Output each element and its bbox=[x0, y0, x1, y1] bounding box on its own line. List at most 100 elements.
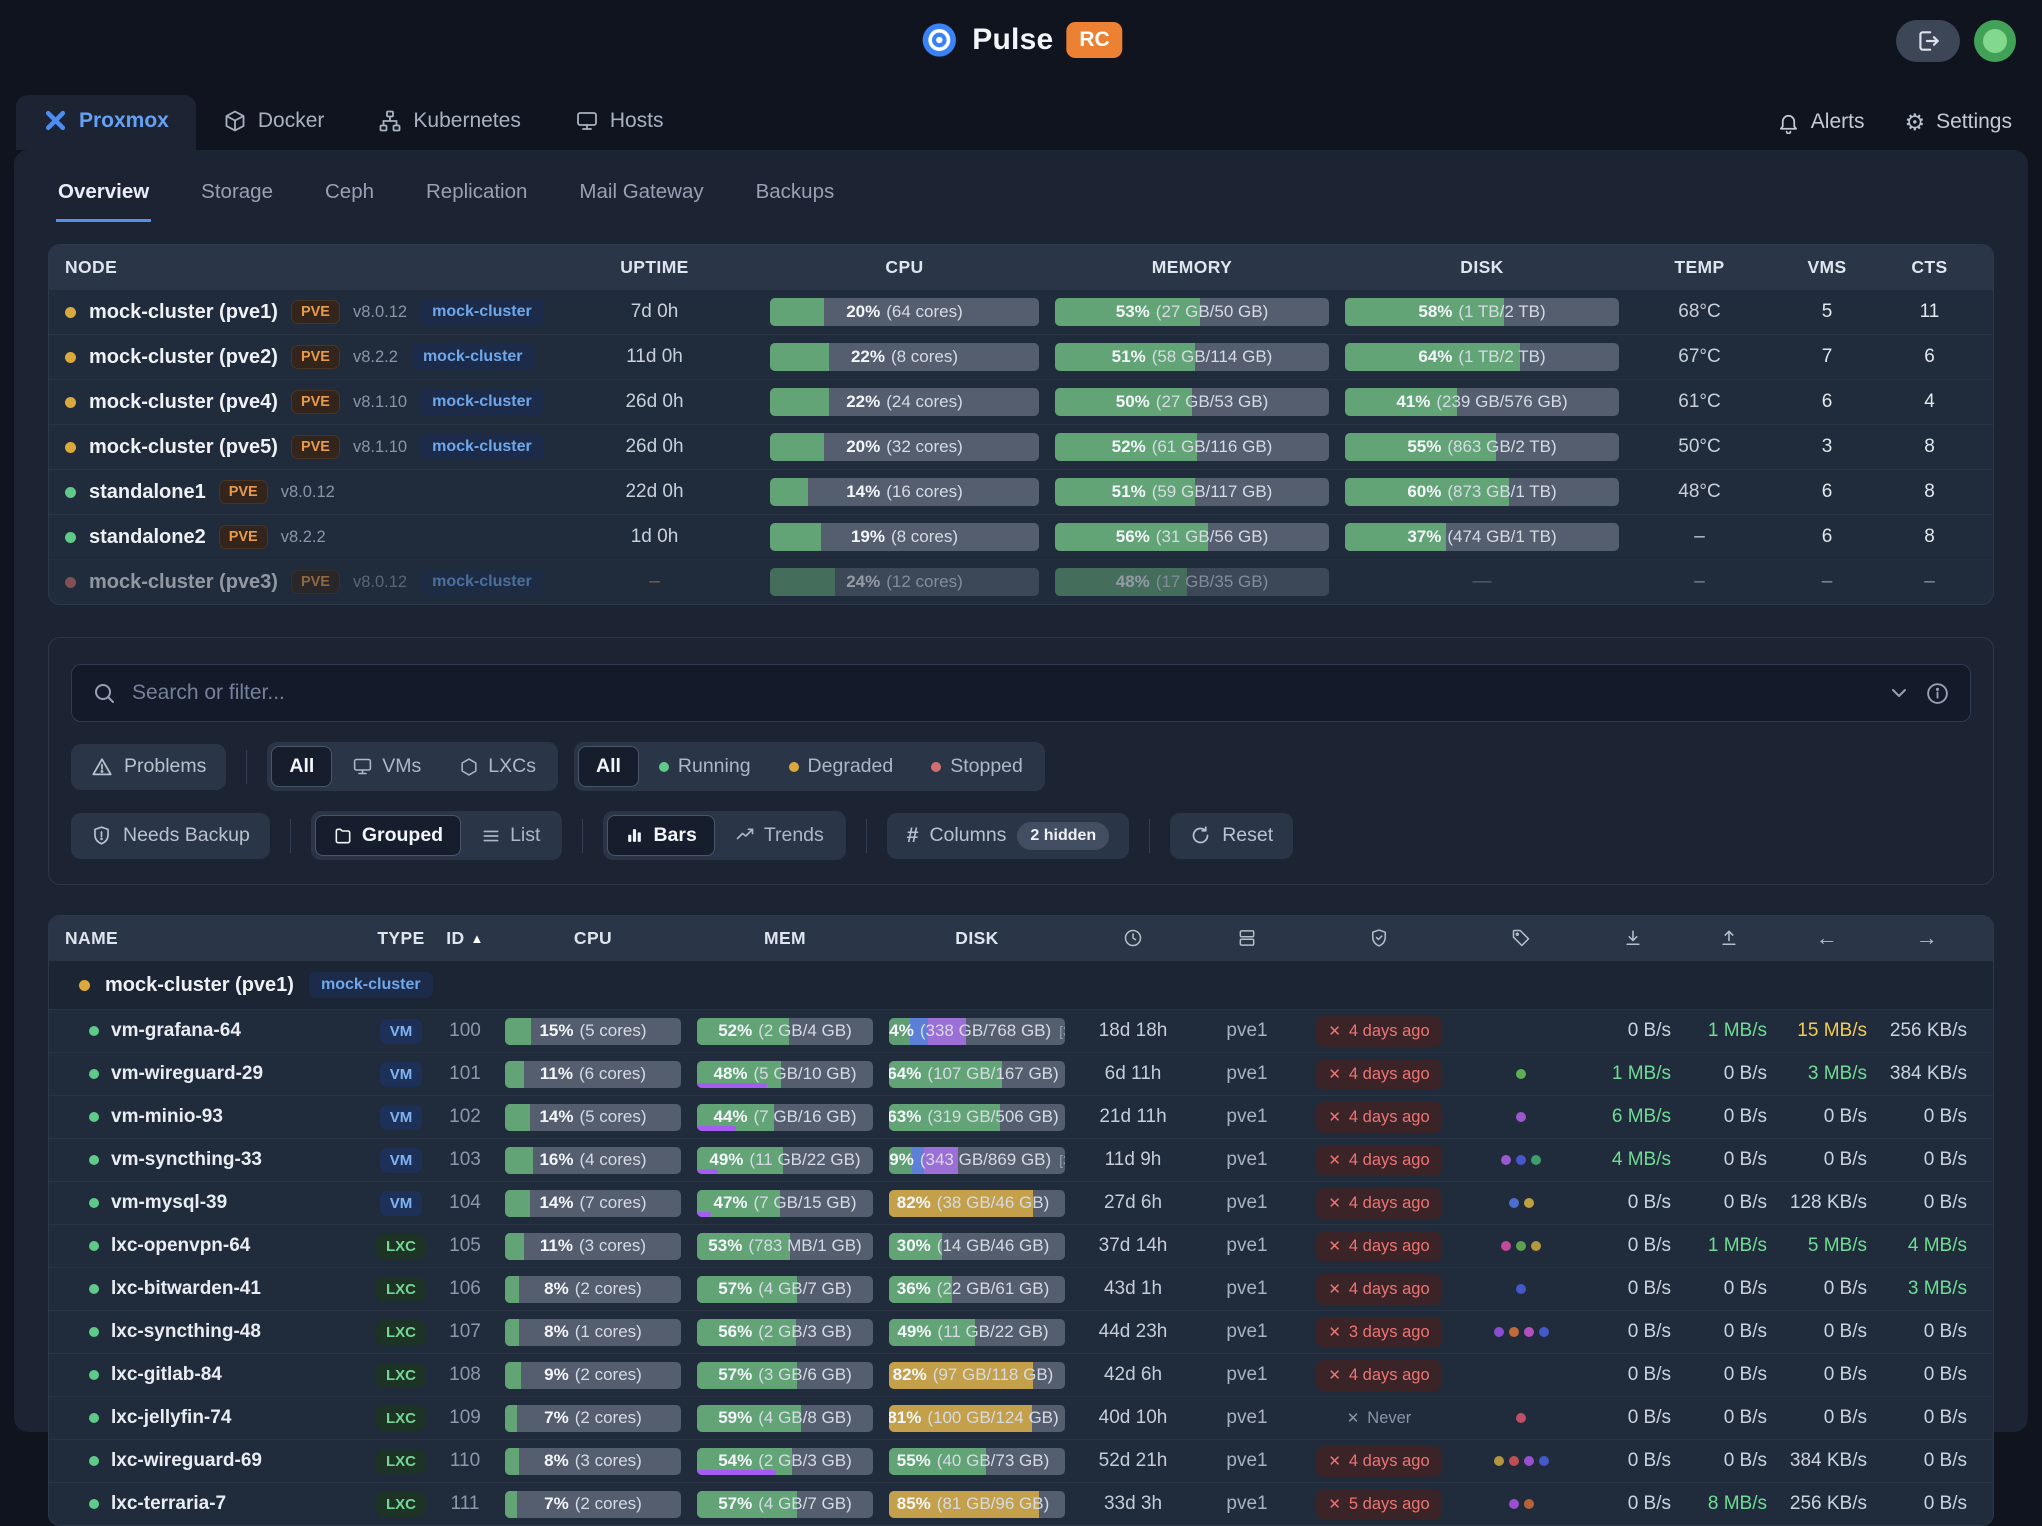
col-vms[interactable]: VMS bbox=[1807, 256, 1847, 277]
node-row[interactable]: standalone2 PVE v8.2.2 1d 0h 19% (8 cores… bbox=[49, 514, 1993, 559]
subtab[interactable]: Ceph bbox=[324, 180, 374, 203]
monitor-icon bbox=[354, 758, 372, 775]
subtab[interactable]: Mail Gateway bbox=[579, 180, 704, 203]
col-disk[interactable]: DISK bbox=[1460, 256, 1504, 277]
search-input[interactable] bbox=[130, 680, 1873, 706]
status-filter-degraded[interactable]: Degraded bbox=[771, 746, 912, 787]
subtab[interactable]: Overview bbox=[56, 174, 152, 222]
guest-row[interactable]: vm-syncthing-33 VM 103 16% (4 cores) 49%(… bbox=[49, 1138, 1993, 1181]
cpu-bar: 8% (1 cores) bbox=[505, 1318, 681, 1346]
type-filter-vms[interactable]: VMs bbox=[334, 746, 439, 787]
bars-toggle[interactable]: Bars bbox=[607, 815, 715, 856]
memory-bar: 53% (27 GB/50 GB) bbox=[1055, 298, 1329, 326]
tab-proxmox[interactable]: Proxmox bbox=[16, 95, 196, 150]
settings-button[interactable]: ⚙ Settings bbox=[1904, 110, 2012, 134]
node-row[interactable]: mock-cluster (pve3) PVE v8.0.12 mock-clu… bbox=[49, 559, 1993, 604]
guest-row[interactable]: vm-mysql-39 VM 104 14% (7 cores) 47% (7 GB… bbox=[49, 1181, 1993, 1224]
cpu-bar: 19% (8 cores) bbox=[770, 523, 1039, 551]
disk-missing: — bbox=[1472, 571, 1492, 592]
guest-row[interactable]: lxc-bitwarden-41 LXC 106 8% (2 cores) 57%… bbox=[49, 1267, 1993, 1310]
node-status-icon bbox=[65, 576, 76, 588]
guest-row[interactable]: vm-minio-93 VM 102 14% (5 cores) 44% (7 GB… bbox=[49, 1095, 1993, 1138]
alerts-button[interactable]: Alerts bbox=[1777, 110, 1864, 134]
col-cpu[interactable]: CPU bbox=[573, 927, 613, 948]
guest-row[interactable]: lxc-jellyfin-74 LXC 109 7% (2 cores) 59%(… bbox=[49, 1396, 1993, 1439]
cpu-bar: 20% (32 cores) bbox=[770, 433, 1039, 461]
filter-row-2: Needs Backup Grouped List Bars bbox=[71, 811, 1971, 860]
type-filter-lxcs[interactable]: LXCs bbox=[441, 746, 554, 787]
col-disk-write[interactable] bbox=[1681, 928, 1777, 948]
guest-row[interactable]: lxc-terraria-7 LXC 111 7% (2 cores) 57% (4… bbox=[49, 1482, 1993, 1525]
guest-row[interactable]: lxc-wireguard-69 LXC 110 8% (3 cores) 54%… bbox=[49, 1439, 1993, 1482]
node-cts-count: 4 bbox=[1924, 391, 1935, 412]
col-cts[interactable]: CTS bbox=[1911, 256, 1948, 277]
node-group-row[interactable]: mock-cluster (pve1) mock-cluster bbox=[49, 960, 1993, 1009]
status-filter-all[interactable]: All bbox=[577, 746, 639, 787]
memory-bar: 51% (59 GB/117 GB) bbox=[1055, 478, 1329, 506]
tab-docker[interactable]: Docker bbox=[196, 96, 352, 150]
separator bbox=[582, 818, 584, 853]
node-version: v8.1.10 bbox=[352, 437, 408, 456]
columns-button[interactable]: # Columns 2 hidden bbox=[886, 812, 1130, 859]
guest-id: 105 bbox=[449, 1235, 481, 1256]
info-icon[interactable] bbox=[1925, 681, 1950, 706]
disk-bar: 36% (22 GB/61 GB) bbox=[889, 1275, 1065, 1303]
cluster-badge: mock-cluster bbox=[308, 972, 433, 998]
col-memory[interactable]: MEMORY bbox=[1151, 256, 1233, 277]
node-row[interactable]: mock-cluster (pve1) PVE v8.0.12 mock-clu… bbox=[49, 289, 1993, 334]
guest-row[interactable]: lxc-openvpn-64 LXC 105 11% (3 cores) 53%(… bbox=[49, 1224, 1993, 1267]
col-type[interactable]: TYPE bbox=[377, 927, 425, 948]
subtab[interactable]: Storage bbox=[201, 180, 273, 203]
status-filter-stopped[interactable]: Stopped bbox=[913, 746, 1041, 787]
tab-hosts[interactable]: Hosts bbox=[548, 96, 691, 150]
guest-tags bbox=[1457, 1112, 1585, 1122]
node-row[interactable]: standalone1 PVE v8.0.12 22d 0h 14% (16 co… bbox=[49, 469, 1993, 514]
chevron-down-icon[interactable] bbox=[1887, 681, 1911, 705]
col-cpu[interactable]: CPU bbox=[885, 256, 924, 277]
col-mem[interactable]: MEM bbox=[763, 927, 807, 948]
col-backup[interactable] bbox=[1301, 928, 1457, 948]
disk-write-rate: 0 B/s bbox=[1723, 1192, 1767, 1213]
col-disk-read[interactable] bbox=[1585, 928, 1681, 948]
col-uptime[interactable]: UPTIME bbox=[620, 256, 689, 277]
net-in-rate: 0 B/s bbox=[1823, 1407, 1867, 1428]
reset-button[interactable]: Reset bbox=[1170, 812, 1294, 859]
needs-backup-button[interactable]: Needs Backup bbox=[71, 812, 270, 859]
col-node[interactable] bbox=[1193, 928, 1301, 948]
subtab[interactable]: Replication bbox=[426, 180, 528, 203]
trends-toggle[interactable]: Trends bbox=[717, 815, 842, 856]
guest-row[interactable]: vm-wireguard-29 VM 101 11% (6 cores) 48%(… bbox=[49, 1052, 1993, 1095]
col-disk[interactable]: DISK bbox=[955, 927, 999, 948]
guest-node: pve1 bbox=[1226, 1321, 1268, 1342]
grouped-toggle[interactable]: Grouped bbox=[314, 815, 462, 856]
subtab[interactable]: Backups bbox=[755, 180, 835, 203]
disk-bar: 64% (107 GB/167 GB) bbox=[889, 1060, 1065, 1088]
problems-button[interactable]: Problems bbox=[71, 743, 227, 790]
disk-bar: 58% (1 TB/2 TB) bbox=[1345, 298, 1619, 326]
col-tags[interactable] bbox=[1457, 928, 1585, 948]
status-filter-running[interactable]: Running bbox=[641, 746, 769, 787]
guest-node: pve1 bbox=[1226, 1364, 1268, 1385]
tab-kubernetes[interactable]: Kubernetes bbox=[351, 96, 547, 150]
col-temp[interactable]: TEMP bbox=[1674, 256, 1725, 277]
type-filter-all[interactable]: All bbox=[271, 746, 333, 787]
node-row[interactable]: mock-cluster (pve5) PVE v8.1.10 mock-clu… bbox=[49, 424, 1993, 469]
logout-button[interactable] bbox=[1896, 20, 1960, 62]
guest-row[interactable]: vm-grafana-64 VM 100 15% (5 cores) 52% (2 … bbox=[49, 1009, 1993, 1052]
x-icon: ✕ bbox=[1328, 1109, 1341, 1126]
guest-row[interactable]: lxc-gitlab-84 LXC 108 9% (2 cores) 57% (3 … bbox=[49, 1353, 1993, 1396]
col-name[interactable]: NAME bbox=[65, 927, 119, 948]
guest-status-icon bbox=[89, 1413, 99, 1423]
list-toggle[interactable]: List bbox=[463, 815, 558, 856]
guest-id: 111 bbox=[450, 1493, 480, 1514]
guest-row[interactable]: lxc-syncthing-48 LXC 107 8% (1 cores) 56%… bbox=[49, 1310, 1993, 1353]
col-net-in[interactable]: ← bbox=[1777, 927, 1877, 949]
col-node[interactable]: NODE bbox=[65, 256, 118, 277]
disk-bar: 39%(343 GB/869 GB)[3] bbox=[889, 1146, 1065, 1174]
node-row[interactable]: mock-cluster (pve2) PVE v8.2.2 mock-clus… bbox=[49, 334, 1993, 379]
col-id[interactable]: ID ▲ bbox=[446, 927, 484, 948]
col-uptime[interactable] bbox=[1073, 928, 1193, 948]
col-net-out[interactable]: → bbox=[1877, 927, 1977, 949]
node-row[interactable]: mock-cluster (pve4) PVE v8.1.10 mock-clu… bbox=[49, 379, 1993, 424]
node-uptime: – bbox=[649, 571, 660, 592]
